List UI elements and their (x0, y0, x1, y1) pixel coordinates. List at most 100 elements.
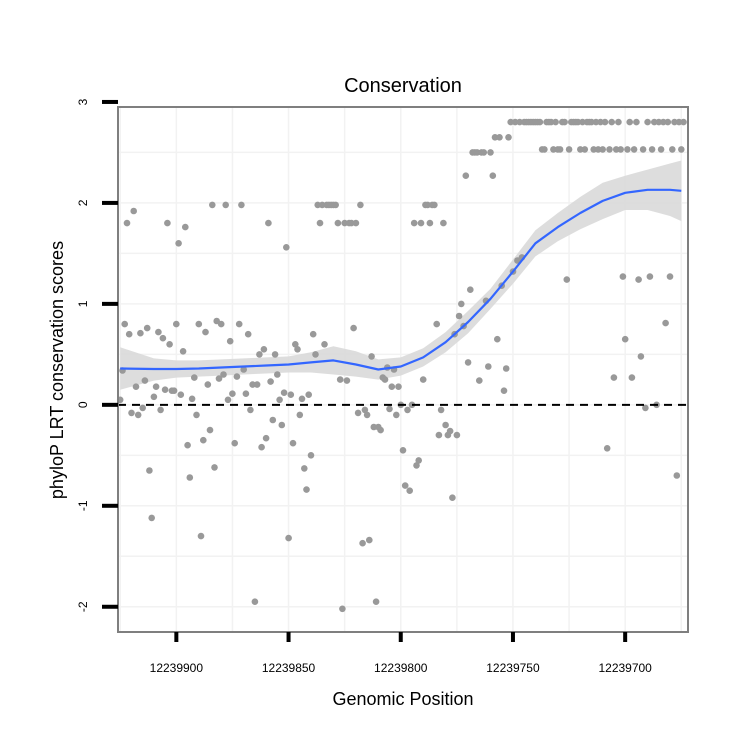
confidence-band-layer (120, 160, 682, 390)
x-tick-label: 12239900 (150, 661, 204, 675)
data-point (395, 383, 402, 391)
data-point (233, 373, 241, 380)
smooth-line (120, 188, 682, 371)
data-point (287, 391, 295, 399)
data-point (301, 465, 308, 472)
data-point (357, 201, 364, 209)
data-point (485, 363, 492, 370)
data-point (541, 146, 548, 153)
data-point (211, 464, 218, 471)
data-point (177, 391, 185, 399)
data-point (195, 320, 203, 328)
data-point (662, 319, 669, 327)
data-point (669, 146, 676, 153)
data-point (462, 172, 470, 179)
data-point (132, 383, 140, 391)
data-point (639, 146, 647, 153)
confidence-band (120, 160, 682, 390)
data-point (224, 396, 232, 404)
data-point (446, 427, 454, 435)
plot-area (116, 106, 689, 633)
data-point (139, 404, 146, 412)
data-point (386, 405, 393, 413)
data-point (453, 431, 461, 439)
data-point (184, 441, 191, 449)
data-point (285, 534, 292, 542)
data-point (309, 330, 317, 338)
data-point (164, 219, 171, 227)
data-point (303, 486, 310, 493)
y-tick-label: -1 (76, 500, 90, 511)
y-tick-label: 3 (76, 98, 90, 105)
data-point (179, 348, 187, 355)
data-point (125, 330, 133, 338)
data-point (146, 467, 153, 474)
data-point (305, 391, 313, 399)
x-axis: 12239900 12239850 12239800 12239750 12239700 (150, 632, 652, 675)
smooth-line-layer (120, 188, 682, 371)
data-point (406, 487, 414, 495)
data-point (415, 457, 423, 464)
data-point (217, 320, 225, 328)
data-point (280, 389, 288, 397)
data-point (292, 341, 299, 348)
data-point (220, 371, 227, 378)
data-point (646, 273, 654, 280)
data-point (182, 223, 189, 231)
data-point (476, 377, 483, 384)
data-point (354, 409, 362, 417)
data-point (368, 353, 375, 360)
data-point (159, 334, 167, 342)
data-point (601, 118, 609, 126)
data-point (502, 365, 510, 372)
x-axis-label: Genomic Position (332, 689, 473, 709)
data-point (563, 276, 571, 283)
y-axis-label: phyloP LRT conservation scores (47, 241, 67, 499)
data-point (644, 118, 651, 126)
data-point (361, 406, 369, 414)
points-layer (116, 118, 687, 613)
data-point (350, 324, 357, 332)
data-point (265, 219, 272, 227)
data-point (321, 341, 328, 348)
data-point (417, 219, 425, 227)
data-point (294, 346, 301, 353)
data-point (186, 474, 194, 481)
data-point (401, 482, 409, 489)
data-point (399, 447, 407, 454)
data-point (152, 383, 160, 391)
data-point (258, 443, 265, 451)
data-point (260, 346, 268, 353)
data-point (128, 409, 135, 417)
data-point (657, 146, 665, 153)
data-point (170, 387, 178, 395)
data-point (339, 605, 346, 613)
data-point (393, 411, 400, 419)
data-point (143, 324, 151, 332)
data-point (372, 598, 380, 605)
data-point (666, 273, 674, 280)
data-point (664, 118, 672, 126)
data-point (431, 201, 438, 209)
data-point (440, 219, 447, 227)
data-point (536, 118, 544, 126)
data-point (298, 395, 306, 403)
data-point (680, 118, 687, 126)
data-point (226, 337, 234, 345)
data-point (253, 381, 261, 388)
data-point (505, 134, 512, 141)
data-point (381, 376, 389, 383)
data-point (267, 378, 274, 385)
y-axis: -2 -1 0 1 2 3 (76, 98, 118, 612)
data-point (188, 395, 196, 403)
data-point (377, 426, 384, 434)
data-point (467, 286, 474, 294)
data-point (166, 341, 173, 348)
data-point (242, 390, 250, 398)
data-point (633, 118, 640, 126)
data-point (419, 376, 427, 383)
data-point (581, 146, 589, 153)
data-point (289, 439, 297, 447)
data-point (231, 439, 238, 447)
